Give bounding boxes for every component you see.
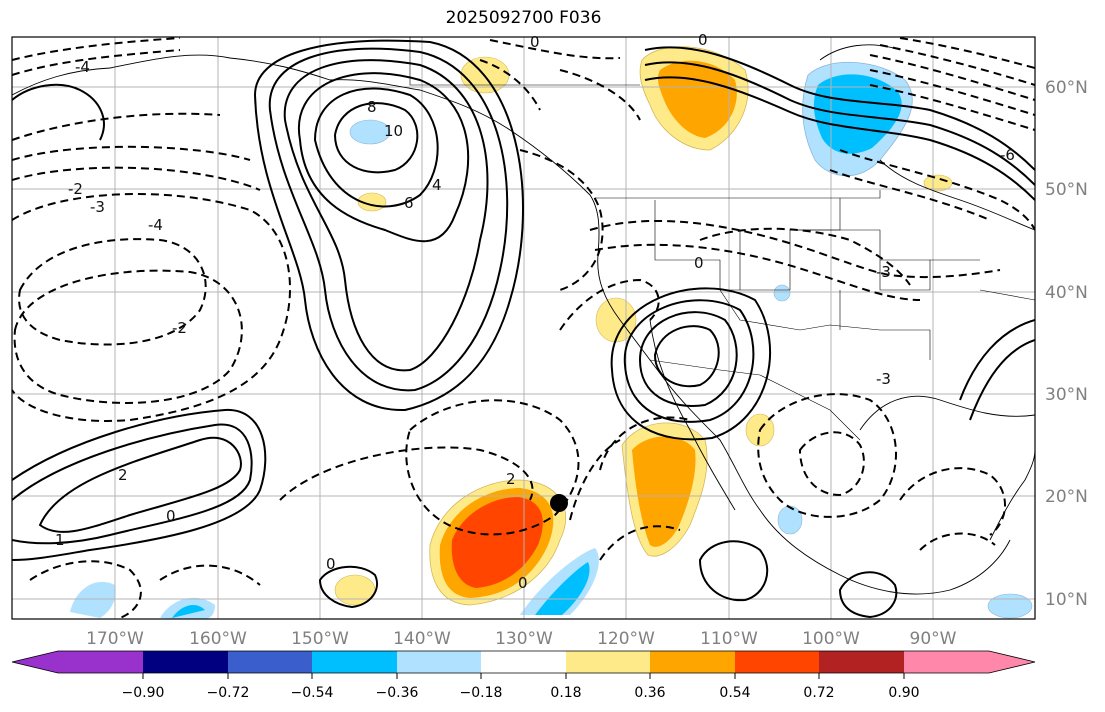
colorbar-bin: [904, 651, 989, 673]
colorbar-under-extension: [12, 651, 58, 673]
cold-anomaly-south-1: [520, 548, 599, 615]
negative-contours: [12, 37, 1035, 619]
colorbar-tick-label: 0.72: [803, 685, 834, 701]
colorbar-bin: [566, 651, 650, 673]
colorbar-bin: [735, 651, 819, 673]
contour-label: 2: [506, 470, 516, 488]
colorbar-bin: [481, 651, 566, 673]
colorbar-tick-label: 0.90: [888, 685, 919, 701]
map-title: 2025092700 F036: [445, 8, 602, 28]
colorbar-tick-label: 0.18: [550, 685, 581, 701]
contour-label: -6: [1000, 146, 1015, 164]
lon-label: 120°W: [597, 629, 655, 649]
lat-label: 10°N: [1045, 590, 1088, 610]
positive-contours: [12, 39, 1035, 619]
contour-label: 0: [518, 574, 528, 592]
colorbar-bin: [312, 651, 397, 673]
contour-label: -4: [75, 58, 90, 76]
lat-label: 20°N: [1045, 487, 1088, 507]
contour-label: 10: [384, 122, 403, 140]
lon-label: 130°W: [495, 629, 553, 649]
lon-label: 100°W: [802, 629, 860, 649]
contour-labels: 8 10 6 4 -4 -3 -2 -2 -4 2 1 0 2 0 -3 -3 …: [55, 31, 1015, 592]
lon-label: 110°W: [700, 629, 758, 649]
storm-marker: [550, 494, 568, 512]
colorbar-bin: [819, 651, 904, 673]
contour-label: -3: [876, 263, 891, 281]
colorbar-tick-label: −0.36: [376, 685, 419, 701]
contour-label: 0: [166, 507, 176, 525]
longitude-labels: 170°W 160°W 150°W 140°W 130°W 120°W 110°…: [86, 629, 957, 649]
colorbar-over-extension: [989, 651, 1035, 673]
contour-label: -3: [876, 370, 891, 388]
colorbar-bin: [397, 651, 481, 673]
latitude-labels: 60°N 50°N 40°N 30°N 20°N 10°N: [1045, 78, 1088, 610]
colorbar-tick-label: 0.36: [634, 685, 665, 701]
lon-label: 170°W: [86, 629, 144, 649]
colorbar-bin: [143, 651, 228, 673]
lat-label: 30°N: [1045, 385, 1088, 405]
colorbar-tick-label: −0.54: [291, 685, 334, 701]
contour-label: 0: [326, 555, 336, 573]
contour-label: 8: [367, 98, 377, 116]
lon-label: 150°W: [291, 629, 349, 649]
colorbar-tick-label: 0.54: [719, 685, 750, 701]
lon-label: 90°W: [910, 629, 957, 649]
cold-anomaly-south-2: [70, 581, 116, 618]
lat-label: 50°N: [1045, 180, 1088, 200]
colorbar-bin: [58, 651, 143, 673]
contour-label: 6: [404, 194, 414, 212]
lon-label: 140°W: [393, 629, 451, 649]
contour-label: -3: [90, 198, 105, 216]
contour-label: 0: [530, 33, 540, 51]
colorbar-bin: [228, 651, 312, 673]
contour-label: -2: [68, 180, 83, 198]
contour-label: -2: [172, 319, 187, 337]
colorbar-tick-label: −0.72: [207, 685, 250, 701]
political-borders: [409, 37, 1035, 441]
lat-label: 40°N: [1045, 283, 1088, 303]
map-frame: [11, 36, 1036, 620]
gridlines: [12, 37, 1035, 619]
lat-label: 60°N: [1045, 78, 1088, 98]
contour-label: 2: [118, 466, 128, 484]
lon-label: 160°W: [189, 629, 247, 649]
contour-label: 0: [694, 254, 704, 272]
colorbar-tick-label: −0.18: [460, 685, 503, 701]
colorbar-bin: [650, 651, 735, 673]
colorbar: −0.90 −0.72 −0.54 −0.36 −0.18 0.18 0.36 …: [11, 650, 1036, 701]
contour-label: -4: [148, 216, 163, 234]
contour-label: 1: [55, 531, 65, 549]
shaded-anomalies: [70, 46, 1033, 619]
contour-label: 4: [432, 176, 442, 194]
contour-label: 0: [698, 31, 708, 49]
colorbar-tick-label: −0.90: [122, 685, 165, 701]
